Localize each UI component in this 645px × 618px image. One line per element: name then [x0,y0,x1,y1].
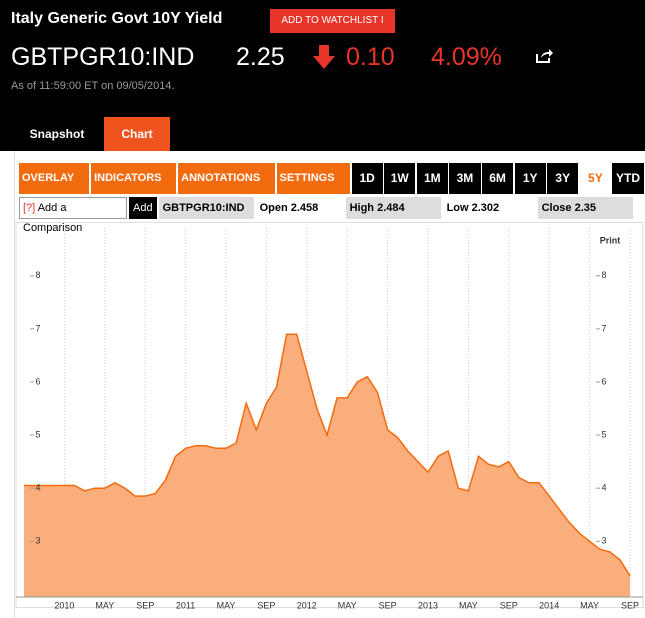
x-tick-label: 2014 [539,600,559,610]
area-fill [24,334,630,597]
change: 0.10 [346,43,395,71]
y-tick-label: 8 [35,270,40,280]
x-tick-label: SEP [621,600,639,610]
y-tick-label: 5 [601,429,606,439]
range-button[interactable]: 1M [416,163,448,194]
comparison-input[interactable]: Add a Comparison [23,202,83,234]
header: Italy Generic Govt 10Y Yield ADD TO WATC… [0,0,645,151]
menu-button[interactable]: ANNOTATIONS ▼ [178,163,275,215]
x-tick-label: MAY [338,600,357,610]
x-tick-label: MAY [217,600,236,610]
x-tick-label: SEP [379,600,397,610]
title: Italy Generic Govt 10Y Yield [11,10,223,27]
range-button[interactable]: YTD [612,163,644,194]
y-tick-label: 3 [601,536,606,546]
x-tick-label: 2013 [418,600,438,610]
quote-row: [?] Add a Comparison Add GBTPGR10:IND Op… [19,197,635,234]
y-tick-label: 5 [35,429,40,439]
x-tick-label: MAY [580,600,599,610]
chart-frame [15,222,644,608]
menu-button[interactable]: INDICATORS ▼ [91,163,177,215]
menu-button[interactable]: OVERLAY ▼ [19,163,90,215]
x-tick-label: 2012 [297,600,317,610]
ticker: GBTPGR10:IND [11,43,195,71]
toolbar: OVERLAY ▼INDICATORS ▼ANNOTATIONS ▼SETTIN… [19,163,645,215]
range-button[interactable]: 3Y [547,163,579,194]
help[interactable]: [?] [23,202,36,214]
chart: Print 2010 MAY SEP 2011 MAY SEP 2012 MAY SEP 2013… [15,222,644,610]
price-line [24,333,631,577]
x-tick-label: SEP [136,600,154,610]
range-button[interactable]: 3M [449,163,481,194]
range-button[interactable]: 1W [384,163,416,194]
x-tick-label: SEP [257,600,275,610]
content-frame [14,151,644,618]
x-tick-label: MAY [95,600,114,610]
x-tick-label: 2011 [176,600,195,610]
share-icon[interactable] [535,48,553,64]
x-tick-label: MAY [459,600,478,610]
range-button[interactable]: 1D [351,163,383,194]
range-button[interactable]: 1Y [514,163,546,194]
low: Low 2.302 [446,202,500,214]
tab[interactable]: Snapshot [12,117,102,151]
down-arrow [313,45,335,69]
price: 2.25 [236,43,285,71]
y-tick-label: 4 [35,483,40,493]
y-tick-label: 3 [35,536,40,546]
y-tick-label: 6 [601,376,606,386]
open: Open 2.458 [259,202,319,214]
tab[interactable]: Chart [104,117,170,151]
y-tick-label: 6 [35,376,40,386]
symbol: GBTPGR10:IND [158,197,254,219]
close: Close 2.35 [537,197,633,219]
y-tick-label: 7 [601,323,606,333]
y-tick-label: 8 [601,270,606,280]
add-button[interactable]: Add [129,197,157,219]
range-button[interactable]: 5Y [579,163,611,194]
x-tick-label: SEP [500,600,518,610]
range-button[interactable]: 6M [482,163,514,194]
as-of: As of 11:59:00 ET on 09/05/2014. [11,80,175,92]
y-tick-label: 4 [601,483,606,493]
menu-button[interactable]: SETTINGS ▼ [276,163,350,215]
change-percent: 4.09% [431,43,502,71]
high: High 2.484 [345,197,441,219]
watchlist-button[interactable]: ADD TO WATCHLIST I [270,9,395,33]
print-button[interactable]: Print [600,235,621,245]
x-tick-label: 2010 [54,600,74,610]
y-tick-label: 7 [35,323,40,333]
